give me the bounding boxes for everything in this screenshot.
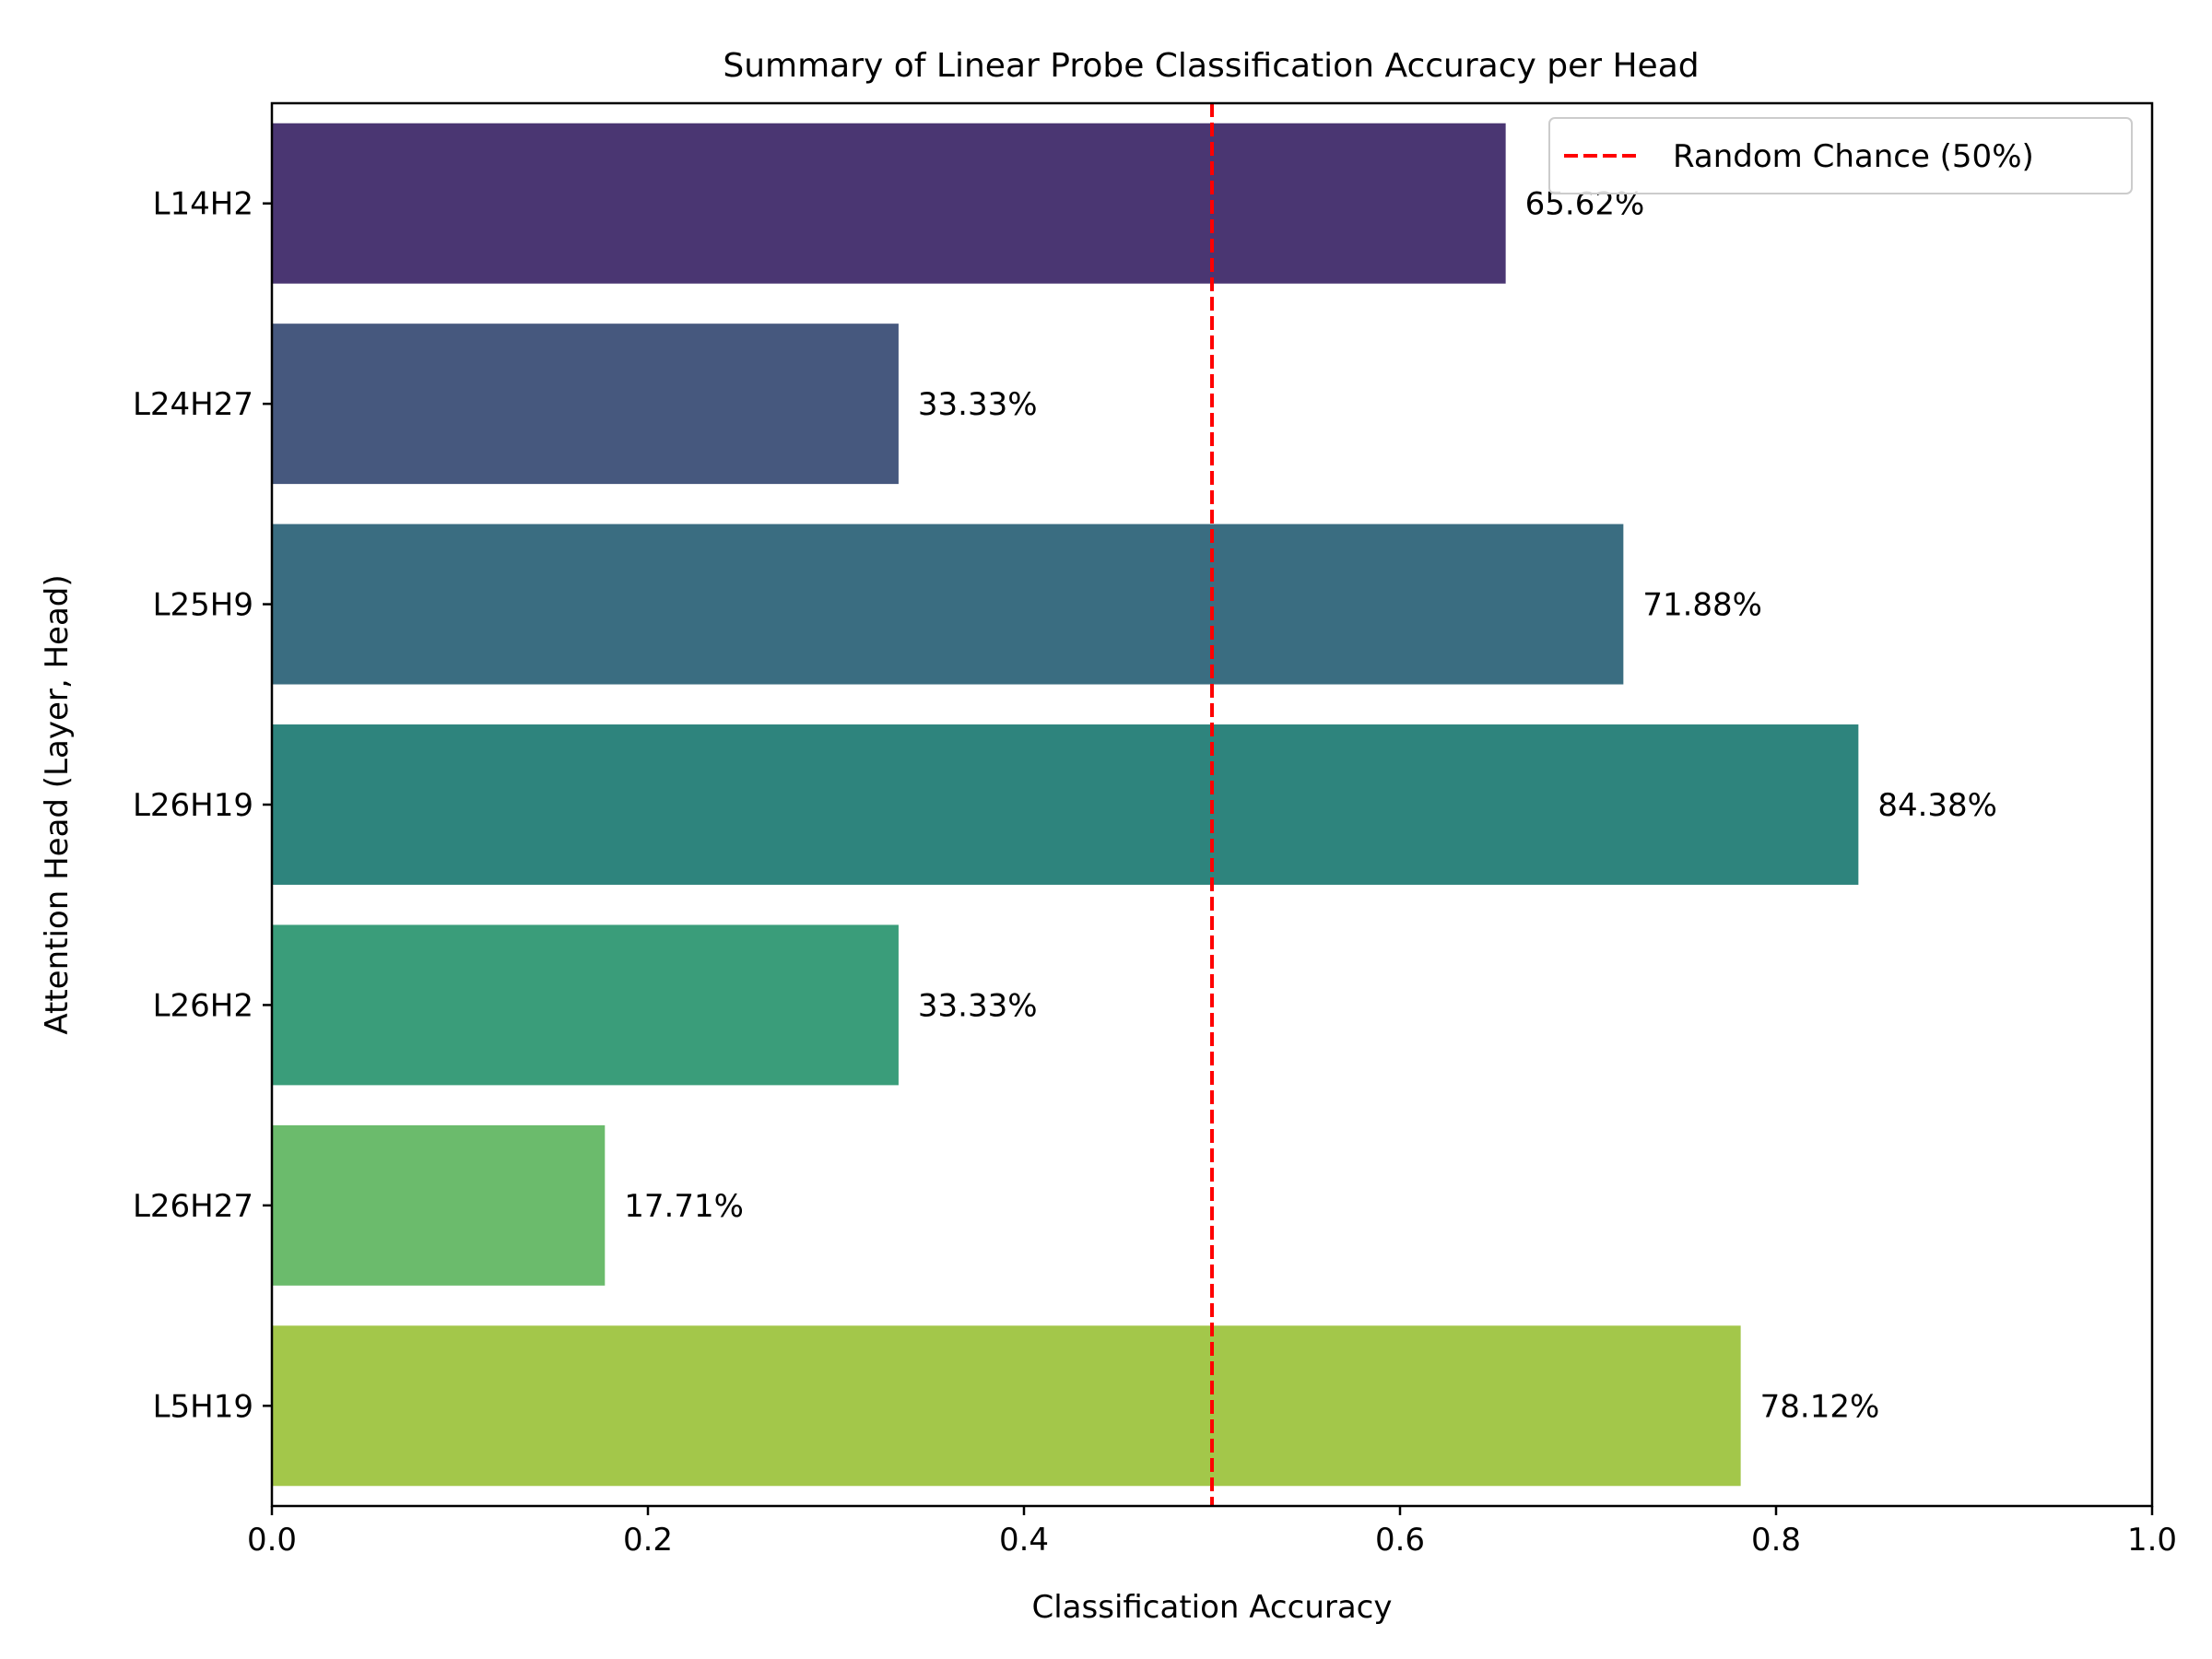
bar-value-label-L24H27: 33.33%	[918, 386, 1038, 423]
legend-label: Random Chance (50%)	[1673, 138, 2034, 175]
bar-value-label-L5H19: 78.12%	[1760, 1388, 1880, 1425]
legend-box	[1548, 117, 2133, 194]
y-axis: L14H2 L24H27 L25H9 L26H19 L26H2 L26H27 L5H19	[133, 186, 272, 1425]
bar-L5H19	[272, 1325, 1741, 1487]
x-tick-label: 0.4	[999, 1522, 1049, 1559]
y-tick-label-L26H27: L26H27	[133, 1188, 253, 1225]
bar-L14H2	[272, 123, 1506, 284]
bar-L26H19	[272, 724, 1859, 885]
bar-L26H2	[272, 924, 899, 1086]
legend: Random Chance (50%)	[1548, 117, 2133, 194]
x-axis-label: Classification Accuracy	[1032, 1589, 1393, 1626]
x-axis: 0.0 0.2 0.4 0.6 0.8 1.0	[247, 1506, 2177, 1559]
x-tick-label: 1.0	[2127, 1522, 2177, 1559]
bar-L25H9	[272, 524, 1624, 685]
bar-value-label-L25H9: 71.88%	[1642, 587, 1762, 624]
bar-value-label-L26H19: 84.38%	[1877, 787, 1997, 824]
y-tick-label-L26H2: L26H2	[153, 987, 253, 1024]
y-axis-label: Attention Head (Layer, Head)	[39, 574, 76, 1034]
chart-title: Summary of Linear Probe Classification A…	[723, 47, 1699, 85]
bar-L26H27	[272, 1124, 606, 1286]
bar-value-label-L26H27: 17.71%	[624, 1188, 744, 1225]
bar-value-label-L26H2: 33.33%	[918, 987, 1038, 1024]
x-tick-label: 0.6	[1375, 1522, 1425, 1559]
y-tick-label-L14H2: L14H2	[153, 186, 253, 223]
y-tick-label-L25H9: L25H9	[153, 587, 253, 624]
y-tick-label-L26H19: L26H19	[133, 787, 253, 824]
y-tick-label-L5H19: L5H19	[153, 1388, 253, 1425]
x-tick-label: 0.0	[247, 1522, 297, 1559]
x-tick-label: 0.8	[1751, 1522, 1801, 1559]
bars-group: 65.62%33.33%71.88%84.38%33.33%17.71%78.1…	[272, 123, 1997, 1487]
x-tick-label: 0.2	[623, 1522, 673, 1559]
bar-L24H27	[272, 324, 899, 485]
y-tick-label-L24H27: L24H27	[133, 386, 253, 423]
